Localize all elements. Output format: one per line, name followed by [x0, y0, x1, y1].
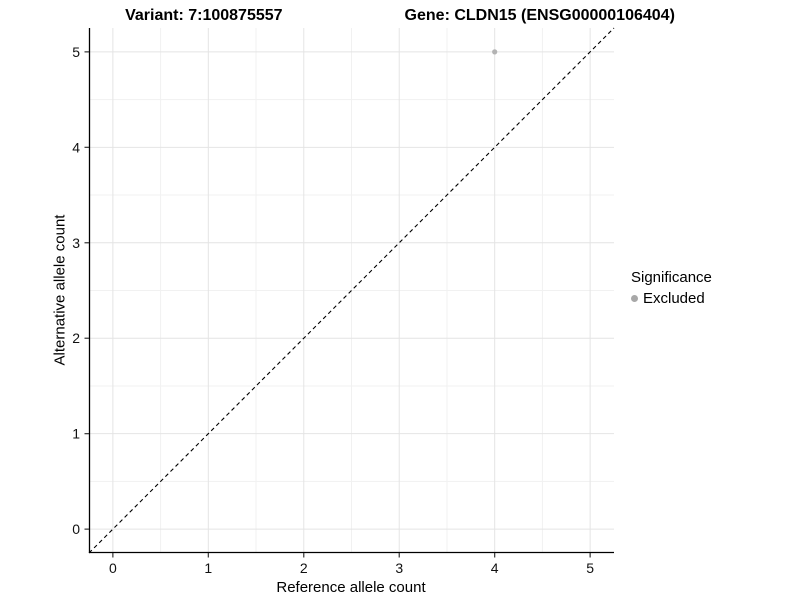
x-tick-label: 4 — [491, 560, 499, 576]
excluded-point-icon — [631, 295, 638, 302]
plot-titles: Variant: 7:100875557 Gene: CLDN15 (ENSG0… — [0, 6, 800, 26]
plot-title-gene: Gene: CLDN15 (ENSG00000106404) — [404, 7, 675, 24]
legend: Significance Excluded — [631, 268, 712, 308]
data-point — [492, 49, 498, 55]
y-tick-label: 1 — [72, 426, 80, 442]
x-axis-title: Reference allele count — [276, 579, 426, 596]
x-tick-label: 5 — [586, 560, 594, 576]
y-axis-title: Alternative allele count — [51, 214, 69, 366]
y-tick-label: 0 — [72, 521, 80, 537]
x-tick-label: 0 — [109, 560, 117, 576]
y-tick-label: 4 — [72, 139, 80, 155]
x-tick-label: 3 — [395, 560, 403, 576]
legend-title: Significance — [631, 269, 712, 286]
legend-entry-label: Excluded — [643, 290, 705, 307]
x-tick-label: 2 — [300, 560, 308, 576]
identity-reference-line — [88, 27, 615, 554]
x-tick-label: 1 — [204, 560, 212, 576]
y-tick-label: 3 — [72, 235, 80, 251]
plot-panel: 0 1 2 3 4 5 0 1 2 3 4 5 — [72, 27, 615, 576]
plot-title-variant: Variant: 7:100875557 — [125, 7, 283, 24]
legend-entry: Excluded — [631, 289, 712, 308]
plot-canvas: 0 1 2 3 4 5 0 1 2 3 4 5 — [72, 27, 615, 576]
y-tick-label: 5 — [72, 44, 80, 60]
y-tick-label: 2 — [72, 330, 80, 346]
